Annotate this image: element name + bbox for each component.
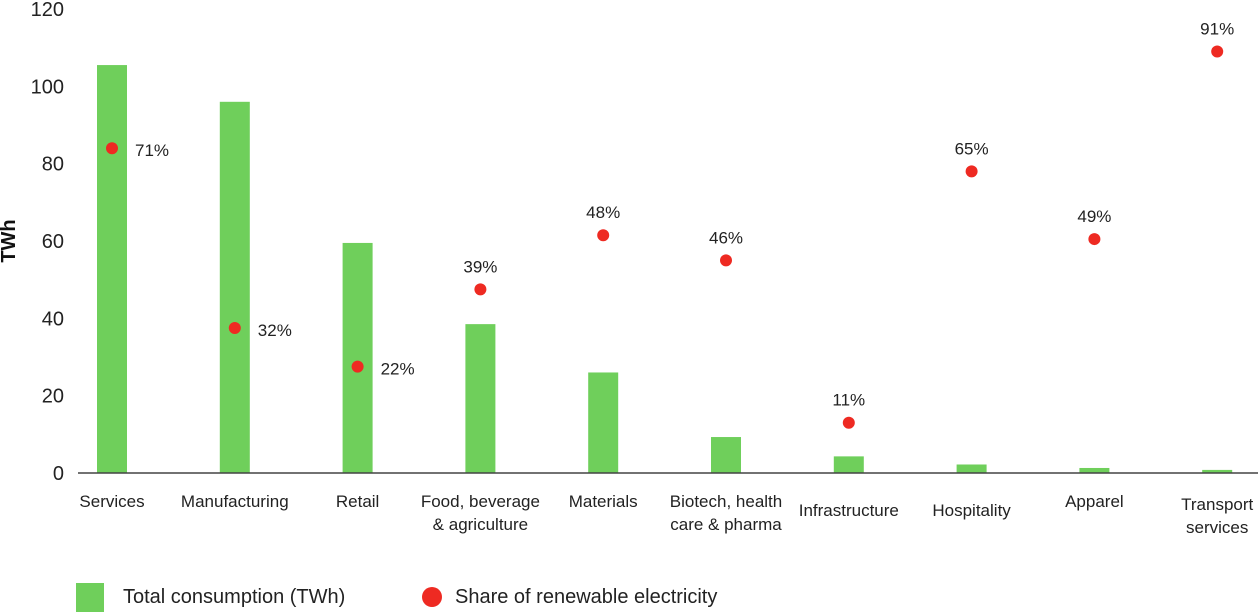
y-axis-label: TWh	[0, 219, 20, 262]
share-point	[474, 283, 487, 296]
bar	[711, 437, 741, 473]
share-series: 71% 32% 22% 39% 48% 46% 11% 65% 49% 91%	[106, 20, 1234, 429]
legend: Total consumption (TWh)	[76, 582, 345, 612]
share-point	[1211, 45, 1224, 58]
y-axis-ticks: 0 20 40 60 80 100 120	[31, 0, 64, 485]
x-category-label: Manufacturing	[181, 492, 289, 511]
share-point	[351, 360, 364, 373]
share-label: 32%	[258, 321, 292, 340]
x-category-label: Infrastructure	[799, 501, 899, 520]
y-tick-label: 120	[31, 0, 64, 21]
x-category-label: Services	[79, 492, 144, 511]
y-tick-label: 100	[31, 76, 64, 98]
bar	[1079, 467, 1110, 473]
y-tick-label: 60	[42, 231, 64, 253]
bar	[97, 65, 127, 474]
legend: Share of renewable electricity	[422, 582, 717, 612]
y-tick-label: 40	[42, 308, 64, 330]
share-point	[1088, 233, 1101, 246]
legend-dot-swatch	[422, 587, 442, 607]
share-label: 22%	[381, 360, 415, 379]
bar	[342, 242, 373, 473]
share-point	[720, 254, 732, 267]
bar	[1202, 469, 1233, 473]
x-category-label: Apparel	[1065, 492, 1124, 511]
bar	[465, 324, 496, 473]
share-point	[106, 142, 118, 155]
bar	[833, 456, 864, 473]
bar-series	[97, 65, 1233, 474]
x-category-label: Food, beverage & agriculture	[421, 492, 540, 534]
x-category-label: Biotech, health care & pharma	[670, 492, 783, 534]
share-label: 71%	[135, 141, 169, 160]
bar	[588, 372, 619, 473]
share-point	[965, 165, 978, 178]
x-category-label: Hospitality	[932, 501, 1011, 520]
share-label: 65%	[955, 139, 989, 158]
y-tick-label: 20	[42, 386, 64, 408]
y-tick-label: 80	[42, 154, 64, 176]
legend-dot-label: Share of renewable electricity	[455, 585, 718, 608]
legend-bar-label: Total consumption (TWh)	[123, 585, 346, 608]
x-axis-categories: Services Manufacturing Retail Food, beverag…	[79, 492, 1253, 537]
share-label: 46%	[709, 228, 743, 247]
y-tick-label: 0	[53, 463, 64, 485]
share-label: 49%	[1077, 207, 1111, 226]
share-point	[597, 229, 610, 242]
share-point	[842, 416, 855, 429]
share-label: 39%	[463, 257, 497, 276]
x-category-label: Materials	[569, 492, 638, 511]
share-label: 48%	[586, 203, 620, 222]
share-label: 91%	[1200, 20, 1234, 39]
bar	[956, 464, 987, 473]
bar	[219, 101, 250, 474]
legend-bar-swatch	[76, 582, 104, 612]
x-category-label: Retail	[336, 492, 379, 511]
share-point	[228, 322, 241, 334]
share-label: 11%	[832, 391, 865, 410]
chart: 0 20 40 60 80 100 120 TWh 71% 32% 22% 39% 48% 46% 11…	[0, 0, 1258, 537]
x-category-label: Transport services	[1181, 495, 1253, 537]
